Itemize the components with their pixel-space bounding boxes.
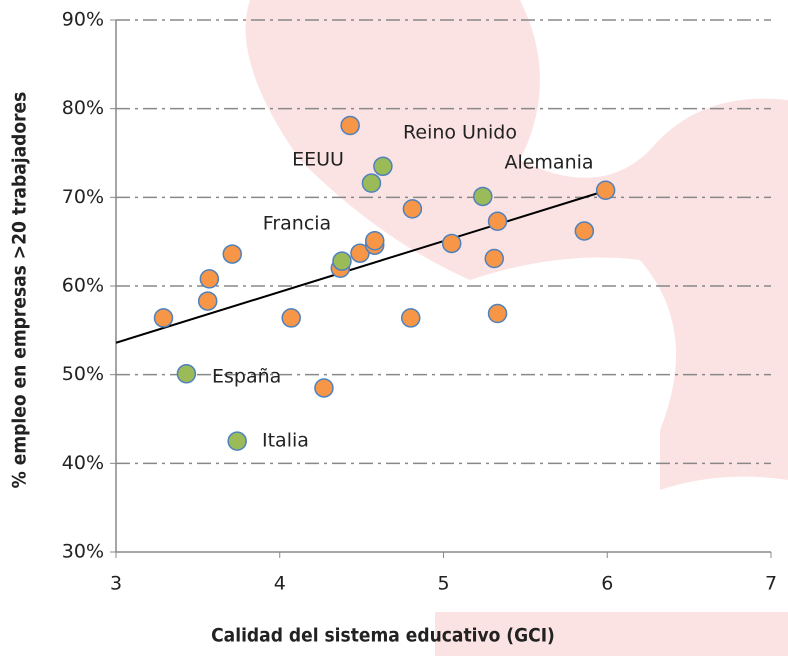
x-tick-label: 6 [601, 573, 613, 595]
x-tick-label: 3 [110, 573, 122, 595]
x-tick-label: 4 [274, 573, 286, 595]
point [401, 308, 421, 328]
point [176, 364, 197, 384]
annotation: EEUU [292, 149, 344, 171]
point [340, 115, 360, 136]
trendline [115, 189, 608, 344]
annotation: Reino Unido [403, 122, 517, 144]
y-tick-label: 50% [62, 363, 104, 385]
y-tick-label: 40% [62, 452, 104, 474]
background-decoration [245, 0, 788, 490]
point [332, 251, 352, 271]
point [402, 199, 423, 219]
annotation: Italia [262, 430, 309, 452]
point [153, 308, 174, 328]
point [199, 269, 220, 289]
x-title-band [435, 612, 788, 656]
point [281, 308, 301, 328]
point [227, 431, 247, 451]
y-tick-label: 60% [62, 275, 104, 297]
point [574, 221, 595, 241]
point [487, 211, 508, 232]
point [197, 291, 218, 311]
y-tick-label: 30% [62, 541, 104, 563]
point [373, 156, 393, 177]
point [441, 233, 462, 254]
y-tick-label: 80% [62, 97, 104, 119]
point [350, 243, 370, 263]
point [364, 231, 385, 251]
annotation: Alemania [504, 152, 593, 174]
point [487, 303, 508, 324]
y-axis-title: % empleo en empresas >20 trabajadores [9, 92, 31, 489]
y-tick-label: 70% [62, 186, 104, 208]
point [314, 378, 334, 398]
x-tick-label: 5 [437, 573, 449, 595]
point [222, 244, 243, 264]
annotation: Francia [263, 213, 331, 235]
x-tick-label: 7 [765, 573, 777, 595]
point [361, 173, 382, 193]
point [484, 248, 505, 269]
point [595, 180, 616, 200]
x-axis-title: Calidad del sistema educativo (GCI) [211, 625, 555, 647]
y-tick-label: 90% [62, 9, 104, 31]
annotation: España [212, 366, 281, 388]
point [473, 186, 493, 207]
